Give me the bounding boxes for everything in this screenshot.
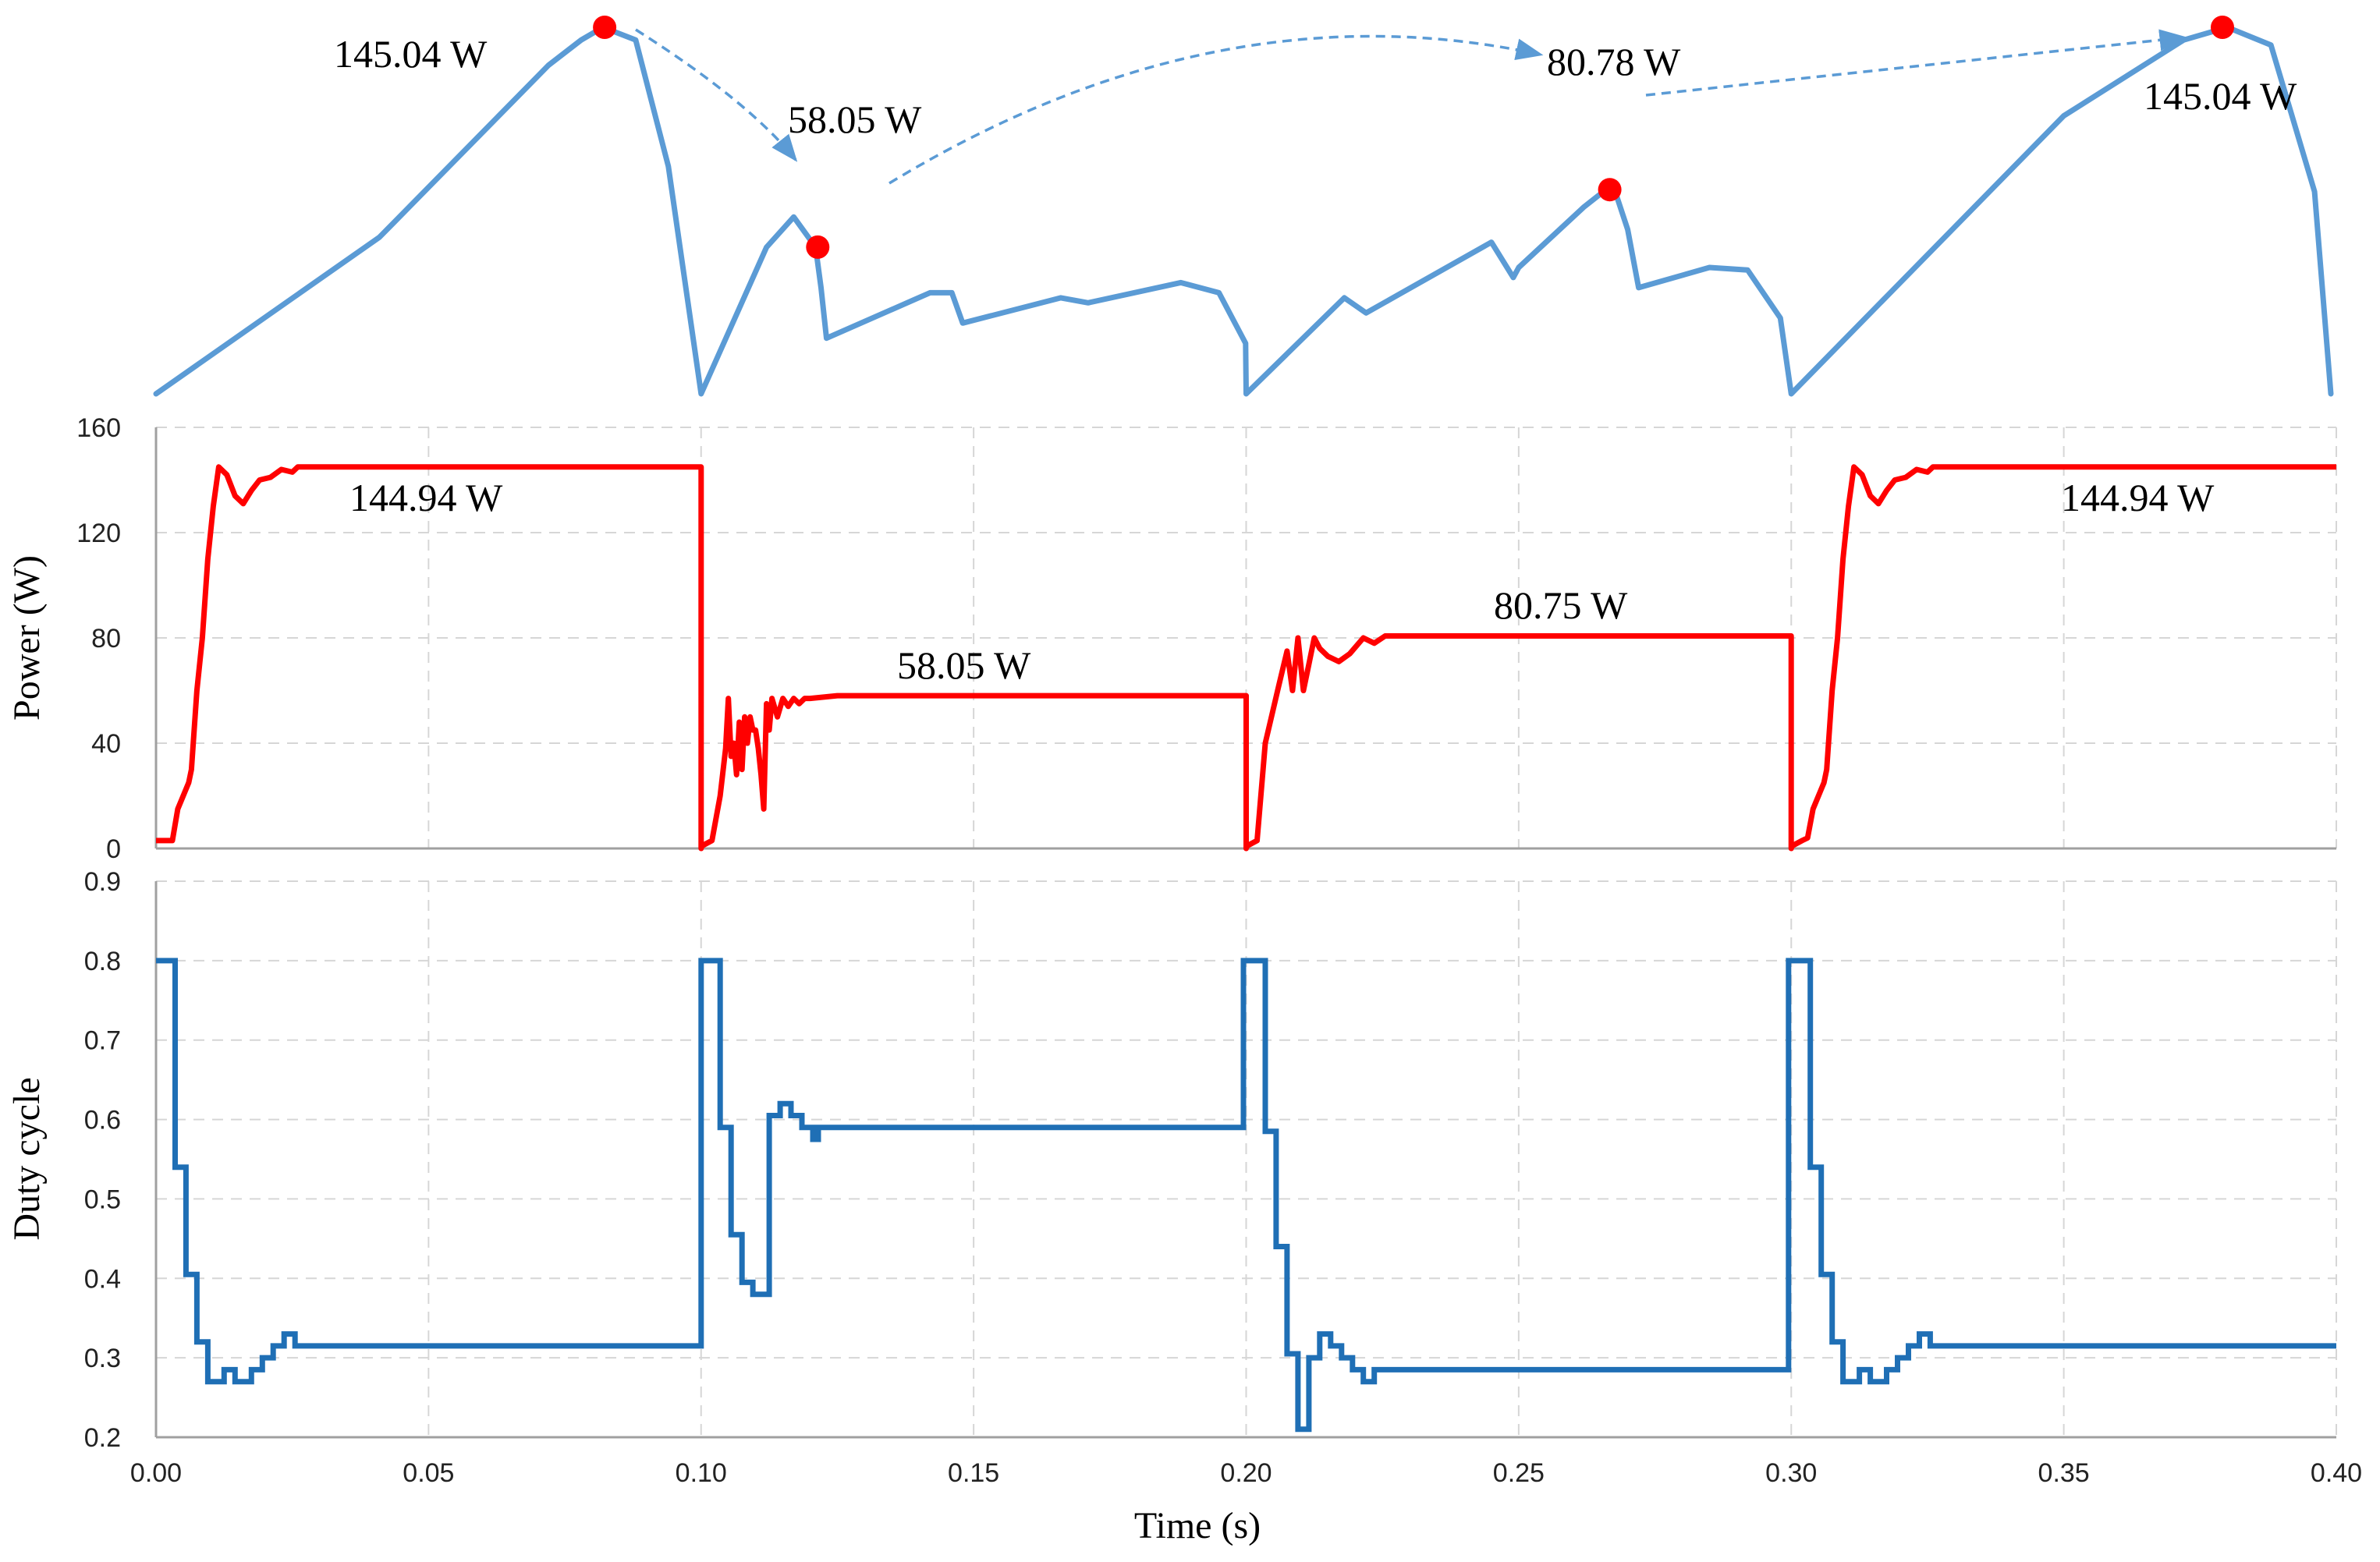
top-annotation-1: 58.05 W bbox=[788, 97, 922, 141]
power-ytick-1: 40 bbox=[91, 729, 121, 759]
power-ytick-2: 80 bbox=[91, 624, 121, 653]
duty-ytick-6: 0.8 bbox=[84, 947, 121, 976]
power-ytick-0: 0 bbox=[106, 834, 121, 864]
time-xtick-5: 0.25 bbox=[1493, 1458, 1545, 1488]
mpp-transition-arrows bbox=[635, 28, 2187, 185]
power-panel: 0 40 80 120 160 144.94 W 58.05 W 80.75 W 144… bbox=[6, 413, 2337, 864]
mpp-point-2 bbox=[1598, 178, 1622, 202]
duty-ytick-4: 0.6 bbox=[84, 1106, 121, 1135]
power-ytick-4: 160 bbox=[76, 413, 121, 443]
time-xtick-4: 0.20 bbox=[1220, 1458, 1272, 1488]
pv-power-curve-line bbox=[153, 24, 2334, 397]
time-xtick-0: 0.00 bbox=[130, 1458, 182, 1488]
time-xtick-3: 0.15 bbox=[948, 1458, 999, 1488]
pv-curve-panel: 145.04 W 58.05 W 80.78 W 145.04 W bbox=[153, 16, 2334, 397]
time-xtick-6: 0.30 bbox=[1765, 1458, 1817, 1488]
time-xtick-7: 0.35 bbox=[2038, 1458, 2090, 1488]
power-annotation-2: 80.75 W bbox=[1494, 583, 1628, 627]
transition-arrow-3 bbox=[1645, 29, 2187, 97]
duty-ytick-1: 0.3 bbox=[84, 1344, 121, 1373]
power-series-line bbox=[156, 464, 2336, 852]
transition-arrow-1 bbox=[635, 28, 798, 162]
transition-arrow-2 bbox=[889, 34, 1544, 185]
top-annotation-2: 80.78 W bbox=[1547, 40, 1681, 83]
duty-series-line bbox=[156, 958, 2336, 1433]
time-x-axis-label: Time (s) bbox=[1134, 1505, 1261, 1546]
mpp-point-1 bbox=[806, 235, 830, 259]
duty-ytick-2: 0.4 bbox=[84, 1264, 121, 1294]
time-xtick-2: 0.10 bbox=[676, 1458, 727, 1488]
duty-ytick-7: 0.9 bbox=[84, 867, 121, 897]
power-annotation-1: 58.05 W bbox=[897, 643, 1031, 687]
power-ytick-3: 120 bbox=[76, 519, 121, 548]
mpp-point-0 bbox=[593, 16, 617, 39]
power-annotation-0: 144.94 W bbox=[349, 476, 503, 519]
duty-panel: 0.2 0.3 0.4 0.5 0.6 0.7 0.8 0.9 0.00 0.05 0.10 0.1… bbox=[6, 867, 2362, 1546]
duty-ytick-0: 0.2 bbox=[84, 1423, 121, 1453]
duty-ytick-3: 0.5 bbox=[84, 1185, 121, 1214]
time-xtick-1: 0.05 bbox=[403, 1458, 454, 1488]
power-y-axis-label: Power (W) bbox=[6, 555, 48, 721]
top-annotation-3: 145.04 W bbox=[2144, 74, 2297, 118]
top-annotation-0: 145.04 W bbox=[334, 32, 488, 76]
duty-ytick-5: 0.7 bbox=[84, 1026, 121, 1056]
power-annotation-3: 144.94 W bbox=[2061, 476, 2215, 519]
duty-y-axis-label: Duty cycle bbox=[6, 1077, 48, 1240]
time-xtick-8: 0.40 bbox=[2311, 1458, 2362, 1488]
mpp-point-3 bbox=[2211, 16, 2234, 39]
